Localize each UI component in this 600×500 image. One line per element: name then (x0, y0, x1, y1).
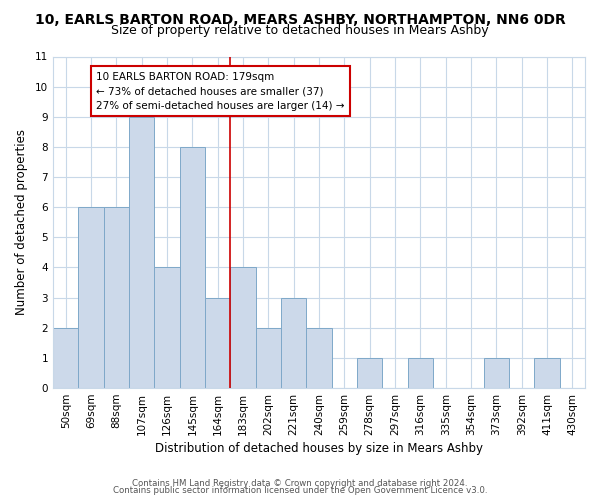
Bar (256, 328, 281, 388)
Text: Contains HM Land Registry data © Crown copyright and database right 2024.: Contains HM Land Registry data © Crown c… (132, 478, 468, 488)
Text: 10 EARLS BARTON ROAD: 179sqm
← 73% of detached houses are smaller (37)
27% of se: 10 EARLS BARTON ROAD: 179sqm ← 73% of de… (96, 72, 344, 111)
Bar (281, 298, 307, 388)
Bar (180, 147, 205, 388)
Bar (104, 207, 129, 388)
Bar (129, 117, 154, 388)
Bar (535, 358, 560, 388)
Bar (154, 268, 180, 388)
Bar (230, 268, 256, 388)
Bar (53, 328, 79, 388)
X-axis label: Distribution of detached houses by size in Mears Ashby: Distribution of detached houses by size … (155, 442, 483, 455)
Y-axis label: Number of detached properties: Number of detached properties (15, 130, 28, 316)
Bar (484, 358, 509, 388)
Bar (79, 207, 104, 388)
Bar (205, 298, 230, 388)
Bar (357, 358, 382, 388)
Text: Size of property relative to detached houses in Mears Ashby: Size of property relative to detached ho… (111, 24, 489, 37)
Bar (407, 358, 433, 388)
Text: 10, EARLS BARTON ROAD, MEARS ASHBY, NORTHAMPTON, NN6 0DR: 10, EARLS BARTON ROAD, MEARS ASHBY, NORT… (35, 12, 565, 26)
Text: Contains public sector information licensed under the Open Government Licence v3: Contains public sector information licen… (113, 486, 487, 495)
Bar (307, 328, 332, 388)
